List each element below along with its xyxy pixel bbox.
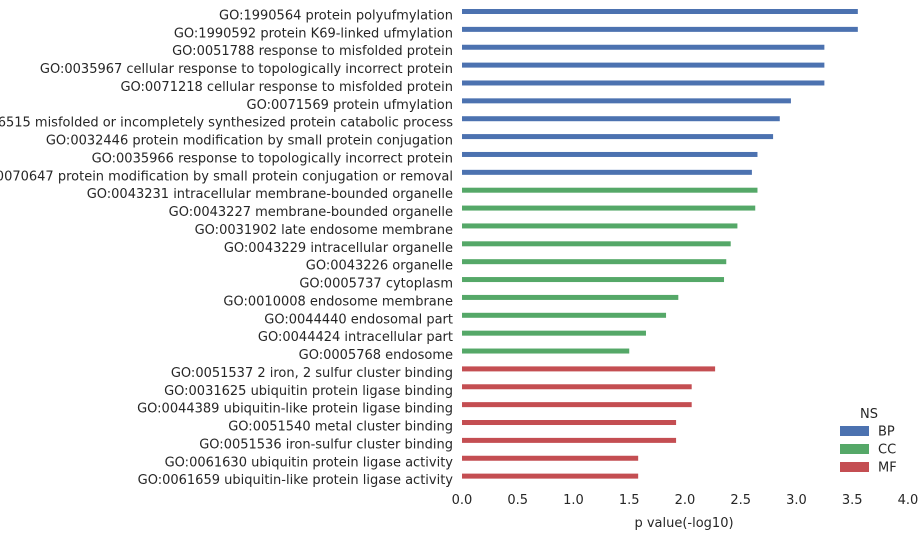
y-tick-label: GO:0005768 endosome <box>299 348 453 363</box>
x-tick-label: 1.0 <box>563 493 584 508</box>
y-tick-label: GO:0031625 ubiquitin protein ligase bind… <box>164 384 453 399</box>
bar-cc <box>462 294 679 300</box>
bar-bp <box>462 98 791 104</box>
y-tick-labels: GO:1990564 protein polyufmylation GO:1990… <box>0 9 453 489</box>
bar-mf <box>462 402 692 408</box>
bar-cc <box>462 348 630 354</box>
legend-swatch-bp <box>840 426 869 436</box>
bar-cc <box>462 277 725 283</box>
x-tick-label: 3.0 <box>786 493 807 508</box>
bar-cc <box>462 241 731 247</box>
bar-bp <box>462 134 774 140</box>
y-tick-label: GO:0070647 protein modification by small… <box>0 169 453 184</box>
x-tick-label: 2.0 <box>675 493 696 508</box>
bar-cc <box>462 259 727 265</box>
bar-cc <box>462 330 646 336</box>
y-tick-label: GO:0071218 cellular response to misfolde… <box>120 80 453 95</box>
bar-bp <box>462 9 858 14</box>
bar-bp <box>462 116 780 122</box>
bar-mf <box>462 455 639 461</box>
bar-bp <box>462 62 825 68</box>
x-tick-label: 1.5 <box>619 493 640 508</box>
y-tick-label: GO:0061630 ubiquitin protein ligase acti… <box>165 455 454 470</box>
bar-bp <box>462 169 752 175</box>
bar-cc <box>462 187 758 193</box>
y-tick-label: GO:0032446 protein modification by small… <box>46 134 453 149</box>
y-tick-label: GO:0043231 intracellular membrane-bounde… <box>87 187 453 202</box>
legend-title: NS <box>860 407 878 422</box>
bar-cc <box>462 223 738 229</box>
y-tick-label: GO:0043229 intracellular organelle <box>224 241 453 256</box>
x-tick-label: 0.0 <box>452 493 473 508</box>
bar-mf <box>462 384 692 390</box>
bar-mf <box>462 437 677 443</box>
x-tick-label: 0.5 <box>507 493 528 508</box>
y-tick-label: GO:0071569 protein ufmylation <box>247 98 453 113</box>
y-tick-label: GO:0031902 late endosome membrane <box>195 223 453 238</box>
x-tick-label: 3.5 <box>842 493 863 508</box>
bar-bp <box>462 44 825 50</box>
y-tick-label: GO:0051788 response to misfolded protein <box>172 44 453 59</box>
bar-cc <box>462 205 756 211</box>
legend-label-bp: BP <box>878 425 895 440</box>
x-axis-label: p value(-log10) <box>634 516 733 531</box>
legend-swatch-cc <box>840 444 869 454</box>
y-tick-label: GO:0051537 2 iron, 2 sulfur cluster bind… <box>171 366 453 381</box>
legend-swatch-mf <box>840 462 869 472</box>
y-tick-label: GO:0051536 iron-sulfur cluster binding <box>199 437 453 452</box>
bar-bp <box>462 26 858 32</box>
y-tick-label: GO:0006515 misfolded or incompletely syn… <box>0 116 453 131</box>
y-tick-label: GO:0043226 organelle <box>306 259 453 274</box>
x-tick-labels: 0.0 0.5 1.0 1.5 2.0 2.5 3.0 3.5 4.0 <box>452 493 919 508</box>
bar-bp <box>462 151 758 157</box>
y-tick-label: GO:0044389 ubiquitin-like protein ligase… <box>137 402 453 417</box>
y-tick-label: GO:0010008 endosome membrane <box>223 294 453 309</box>
bar-bp <box>462 80 825 86</box>
legend-label-cc: CC <box>878 443 896 458</box>
bars-group <box>462 9 858 479</box>
x-tick-label: 2.5 <box>730 493 751 508</box>
y-tick-label: GO:0044424 intracellular part <box>258 330 453 345</box>
y-tick-label: GO:1990564 protein polyufmylation <box>219 9 453 24</box>
y-tick-label: GO:0035966 response to topologically inc… <box>92 151 453 166</box>
y-tick-label: GO:1990592 protein K69-linked ufmylation <box>174 26 453 41</box>
legend-label-mf: MF <box>878 461 897 476</box>
y-tick-label: GO:0035967 cellular response to topologi… <box>40 62 453 77</box>
bar-mf <box>462 473 639 479</box>
y-tick-label: GO:0051540 metal cluster binding <box>228 420 453 435</box>
legend: NS BP CC MF <box>840 407 897 476</box>
y-tick-label: GO:0043227 membrane-bounded organelle <box>169 205 453 220</box>
y-tick-label: GO:0005737 cytoplasm <box>299 277 453 292</box>
bar-cc <box>462 312 667 318</box>
bar-mf <box>462 366 716 372</box>
bar-mf <box>462 420 677 426</box>
y-tick-label: GO:0044440 endosomal part <box>264 312 453 327</box>
x-tick-label: 4.0 <box>898 493 919 508</box>
y-tick-label: GO:0061659 ubiquitin-like protein ligase… <box>138 473 454 488</box>
